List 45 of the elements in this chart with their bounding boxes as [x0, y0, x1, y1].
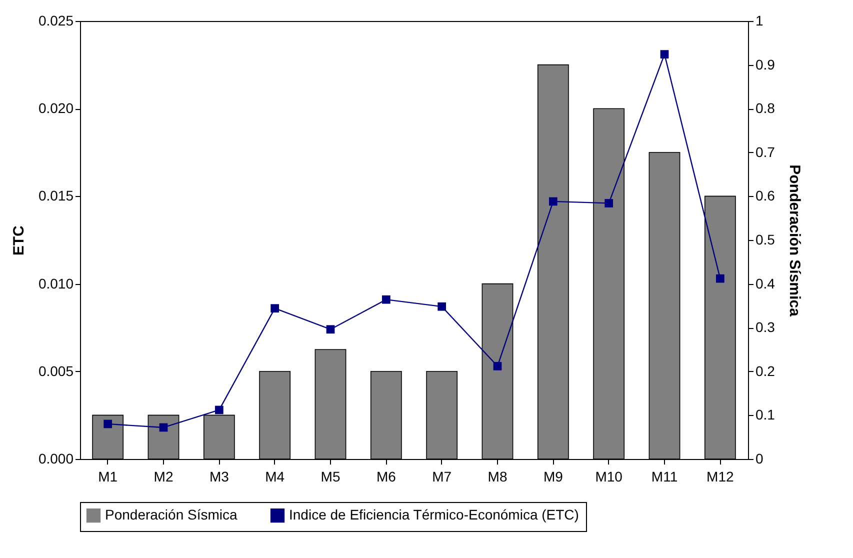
- point: [493, 362, 502, 370]
- x-tick-label: M10: [595, 468, 623, 484]
- point: [214, 406, 224, 414]
- y-tick-label: 0.005: [38, 362, 74, 379]
- y-tick-label: 0.020: [38, 100, 74, 116]
- x-tick-label: M4: [265, 468, 285, 484]
- x-tick-label: M5: [320, 468, 340, 484]
- y2-tick-label: 0.7: [756, 144, 776, 160]
- point: [382, 295, 390, 304]
- x-tick-label: M9: [543, 468, 564, 484]
- point: [438, 302, 446, 311]
- y-tick-label: 0.025: [38, 12, 74, 28]
- y-tick-label: 0.015: [38, 188, 74, 204]
- point: [270, 304, 280, 313]
- legend-label: Ponderación Sísmica: [105, 506, 238, 523]
- x-tick-label: M11: [651, 468, 678, 484]
- y2-tick-label: 0.3: [756, 319, 776, 336]
- y2-tick-label: 0.1: [756, 406, 776, 423]
- y2-tick-label: 0: [756, 450, 764, 466]
- y2-tick-label: 0.8: [756, 100, 776, 116]
- y-axis-title: ETC: [10, 225, 28, 256]
- point: [548, 197, 558, 206]
- x-tick-label: M12: [706, 468, 734, 484]
- y-tick-label: 0.010: [38, 275, 74, 292]
- y2-axis-title: Ponderación Sísmica: [786, 164, 803, 318]
- y2-tick-label: 0.5: [756, 232, 776, 248]
- x-tick-label: M8: [488, 468, 508, 484]
- y-tick-label: 0.000: [38, 450, 74, 466]
- y2-tick-label: 0.9: [756, 56, 776, 72]
- x-tick-label: M2: [154, 468, 174, 484]
- y2-tick-label: 1: [756, 12, 764, 28]
- point: [604, 199, 614, 208]
- point: [159, 423, 168, 432]
- x-tick-label: M1: [98, 468, 118, 484]
- point: [326, 325, 335, 334]
- y2-tick-label: 0.2: [756, 362, 776, 379]
- x-tick-label: M6: [376, 468, 396, 484]
- point: [716, 274, 724, 283]
- x-tick-label: M7: [432, 468, 452, 484]
- y2-tick-label: 0.6: [756, 188, 776, 204]
- legend-label: Indice de Eficiencia Térmico-Económica (ETC): [289, 506, 579, 523]
- point: [104, 420, 112, 428]
- x-tick-label: M3: [209, 468, 230, 484]
- y2-tick-label: 0.4: [756, 275, 776, 292]
- point: [660, 50, 669, 58]
